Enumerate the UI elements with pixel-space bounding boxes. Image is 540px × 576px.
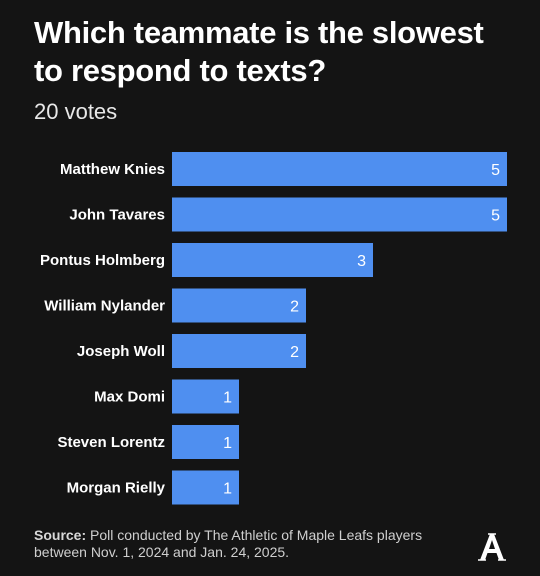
data-label: 2 <box>290 344 299 361</box>
bar <box>172 152 507 186</box>
data-label: 1 <box>223 390 232 407</box>
bar <box>172 288 306 323</box>
bar <box>172 470 239 505</box>
bar <box>172 379 239 414</box>
chart-subtitle: 20 votes <box>34 99 118 124</box>
category-label: Morgan Rielly <box>67 480 166 497</box>
category-label: Pontus Holmberg <box>40 252 165 269</box>
category-label: Steven Lorentz <box>57 434 165 451</box>
category-label: Matthew Knies <box>60 161 165 178</box>
data-label: 1 <box>223 435 232 452</box>
bar <box>172 425 239 459</box>
data-label: 3 <box>357 253 366 270</box>
data-label: 5 <box>491 208 500 225</box>
bar <box>172 334 306 368</box>
category-label: John Tavares <box>69 207 165 224</box>
athletic-a-logo-icon <box>478 533 506 561</box>
data-label: 2 <box>290 299 299 316</box>
bar-chart: Matthew Knies 5 John Tavares 5 Pontus Holmbe… <box>40 152 507 505</box>
bar <box>172 197 507 232</box>
category-label: Joseph Woll <box>77 343 165 360</box>
data-label: 1 <box>223 481 232 498</box>
category-label: Max Domi <box>94 389 165 406</box>
category-label: William Nylander <box>44 298 165 315</box>
source-note: Source: Poll conducted by The Athletic o… <box>34 527 454 561</box>
source-text: Poll conducted by The Athletic of Maple … <box>34 527 423 560</box>
source-label: Source: <box>34 527 87 543</box>
chart-title: Which teammate is the slowest to respond… <box>34 15 484 88</box>
data-label: 5 <box>491 162 500 179</box>
bar <box>172 243 373 277</box>
